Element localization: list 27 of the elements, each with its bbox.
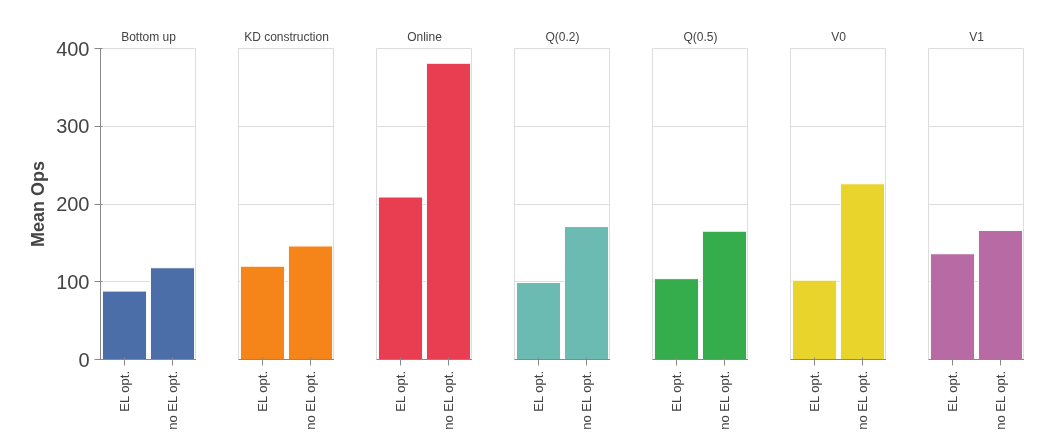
- x-tick-label: EL opt.: [393, 370, 408, 412]
- y-tick-label: 300: [56, 115, 90, 138]
- chart-title: KD construction: [244, 29, 329, 44]
- chart-title: Q(0.2): [545, 29, 580, 44]
- x-tick-label: no EL opt.: [165, 370, 180, 430]
- chart-title: V1: [969, 29, 985, 44]
- chart-title: Online: [407, 29, 443, 44]
- x-tick-label: EL opt.: [255, 370, 270, 412]
- x-tick-label: no EL opt.: [441, 370, 456, 430]
- x-tick-label: EL opt.: [117, 370, 132, 412]
- y-tick-label: 0: [78, 348, 90, 371]
- y-tick-label: 200: [56, 193, 90, 215]
- chart-title: Q(0.5): [683, 29, 718, 44]
- x-tick-label: EL opt.: [531, 370, 546, 412]
- y-axis-title: Mean Ops: [28, 160, 49, 248]
- x-tick-label: no EL opt.: [855, 370, 870, 430]
- x-tick-label: EL opt.: [669, 370, 684, 412]
- x-tick-label: EL opt.: [945, 370, 960, 412]
- x-tick-label: EL opt.: [807, 370, 822, 412]
- chart-title: Bottom up: [121, 29, 177, 44]
- x-tick-label: no EL opt.: [579, 370, 594, 430]
- chart-title: V0: [831, 29, 847, 44]
- y-tick-label: 100: [56, 270, 90, 293]
- y-tick-label: 400: [56, 37, 90, 60]
- x-tick-label: no EL opt.: [303, 370, 318, 430]
- x-tick-label: no EL opt.: [993, 370, 1008, 430]
- x-tick-label: no EL opt.: [717, 370, 732, 430]
